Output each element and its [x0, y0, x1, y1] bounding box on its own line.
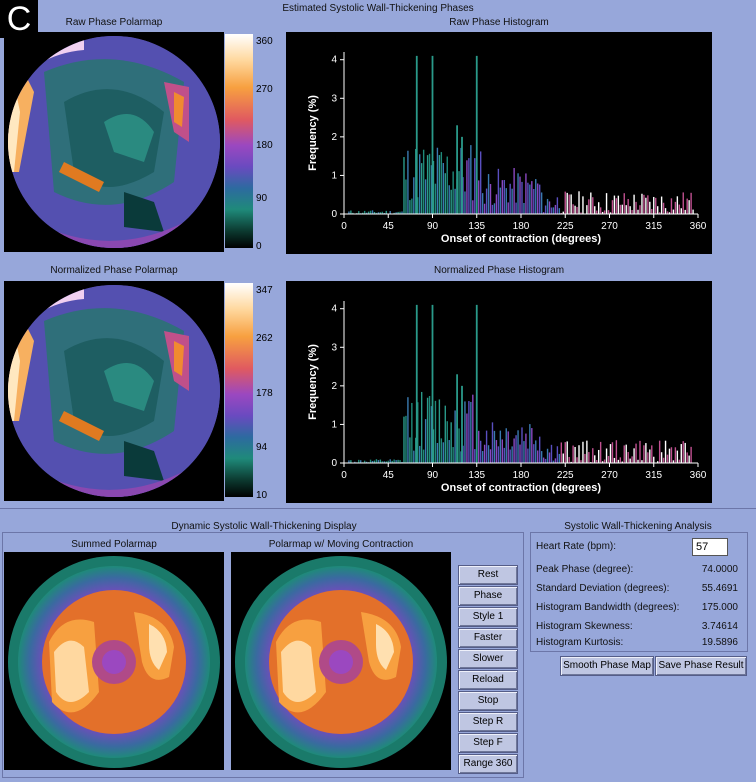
normalized-colorbar — [225, 283, 253, 497]
x-tick-label: 225 — [557, 470, 574, 481]
heart-rate-label: Heart Rate (bpm): — [536, 541, 617, 552]
norm-colorbar-tick: 262 — [256, 333, 273, 344]
step-r-button[interactable]: Step R — [458, 712, 518, 732]
histogram-axes — [343, 52, 698, 215]
x-tick-label: 90 — [427, 221, 439, 232]
std-dev-value: 55.4691 — [701, 583, 738, 594]
x-tick-label: 135 — [468, 470, 485, 481]
skewness-value: 3.74614 — [701, 621, 738, 632]
x-tick-label: 45 — [383, 221, 395, 232]
moving-contraction-polarmap[interactable] — [231, 552, 451, 770]
range-button[interactable]: Range 360 — [458, 754, 518, 774]
norm-polarmap-title: Normalized Phase Polarmap — [50, 265, 178, 276]
norm-colorbar-tick: 347 — [256, 285, 273, 296]
normalized-phase-histogram[interactable]: 0 45 90 135 180 225 270 315 360 0 1 2 3 4 Onset of con… — [286, 281, 712, 503]
reload-button[interactable]: Reload — [458, 670, 518, 690]
norm-histogram-title: Normalized Phase Histogram — [433, 265, 565, 276]
x-tick-label: 315 — [645, 221, 662, 232]
moving-polarmap-title: Polarmap w/ Moving Contraction — [268, 539, 414, 550]
raw-phase-histogram[interactable]: 0 45 90 135 180 225 270 315 360 0 1 2 3 4 Onset of con… — [286, 32, 712, 254]
raw-colorbar-tick: 0 — [256, 241, 262, 252]
dynamic-display-group — [2, 532, 524, 778]
norm-colorbar-tick: 178 — [256, 388, 273, 399]
histogram-axes — [343, 301, 698, 464]
raw-histogram-title: Raw Phase Histogram — [449, 17, 549, 28]
histogram-bars — [348, 55, 694, 214]
x-tick-label: 0 — [341, 470, 347, 481]
smooth-phase-map-button[interactable]: Smooth Phase Map — [560, 656, 654, 676]
x-tick-label: 90 — [427, 470, 439, 481]
x-tick-label: 360 — [690, 221, 707, 232]
x-tick-label: 315 — [645, 470, 662, 481]
raw-colorbar-tick: 360 — [256, 36, 273, 47]
bandwidth-value: 175.000 — [701, 602, 738, 613]
y-tick-label: 2 — [331, 132, 337, 143]
norm-colorbar-tick: 94 — [256, 442, 268, 453]
x-tick-label: 180 — [513, 221, 530, 232]
y-axis-label: Frequency (%) — [307, 95, 319, 171]
faster-button[interactable]: Faster — [458, 628, 518, 648]
step-f-button[interactable]: Step F — [458, 733, 518, 753]
x-tick-label: 135 — [468, 221, 485, 232]
x-tick-label: 45 — [383, 470, 395, 481]
raw-colorbar — [225, 34, 253, 248]
peak-phase-value: 74.0000 — [701, 564, 738, 575]
x-axis-label: Onset of contraction (degrees) — [441, 482, 601, 494]
save-phase-result-button[interactable]: Save Phase Result — [655, 656, 747, 676]
bandwidth-label: Histogram Bandwidth (degrees): — [536, 602, 680, 613]
x-tick-label: 180 — [513, 470, 530, 481]
skewness-label: Histogram Skewness: — [536, 621, 633, 632]
summed-polarmap[interactable] — [4, 552, 224, 770]
x-tick-label: 360 — [690, 470, 707, 481]
y-tick-label: 2 — [331, 381, 337, 392]
heart-rate-input[interactable]: 57 — [692, 538, 728, 556]
style-button[interactable]: Style 1 — [458, 607, 518, 627]
x-tick-label: 270 — [601, 470, 618, 481]
y-tick-label: 1 — [331, 419, 337, 430]
stop-button[interactable]: Stop — [458, 691, 518, 711]
y-tick-label: 0 — [331, 209, 337, 220]
x-axis-label: Onset of contraction (degrees) — [441, 233, 601, 245]
y-tick-label: 0 — [331, 458, 337, 469]
x-tick-label: 270 — [601, 221, 618, 232]
y-tick-label: 3 — [331, 93, 337, 104]
rest-button[interactable]: Rest — [458, 565, 518, 585]
kurtosis-label: Histogram Kurtosis: — [536, 637, 624, 648]
normalized-phase-polarmap[interactable] — [4, 281, 224, 501]
summed-polarmap-title: Summed Polarmap — [71, 539, 157, 550]
y-axis-label: Frequency (%) — [307, 344, 319, 420]
raw-polarmap-title: Raw Phase Polarmap — [65, 17, 163, 28]
page-title: Estimated Systolic Wall-Thickening Phase… — [282, 3, 474, 14]
analysis-title: Systolic Wall-Thickening Analysis — [564, 521, 712, 532]
x-tick-label: 0 — [341, 221, 347, 232]
y-tick-label: 1 — [331, 170, 337, 181]
analysis-group — [530, 532, 748, 652]
dynamic-display-title: Dynamic Systolic Wall-Thickening Display — [171, 521, 357, 532]
section-divider — [0, 508, 756, 509]
raw-colorbar-tick: 90 — [256, 193, 268, 204]
histogram-bars — [348, 304, 694, 463]
kurtosis-value: 19.5896 — [701, 637, 738, 648]
raw-colorbar-tick: 180 — [256, 140, 273, 151]
y-tick-label: 4 — [331, 55, 337, 66]
slower-button[interactable]: Slower — [458, 649, 518, 669]
y-tick-label: 4 — [331, 304, 337, 315]
raw-colorbar-tick: 270 — [256, 84, 273, 95]
raw-phase-polarmap[interactable] — [4, 32, 224, 252]
phase-button[interactable]: Phase — [458, 586, 518, 606]
peak-phase-label: Peak Phase (degree): — [536, 564, 634, 575]
y-tick-label: 3 — [331, 342, 337, 353]
norm-colorbar-tick: 10 — [256, 490, 268, 501]
x-tick-label: 225 — [557, 221, 574, 232]
std-dev-label: Standard Deviation (degrees): — [536, 583, 670, 594]
panel-letter: C — [0, 0, 38, 38]
